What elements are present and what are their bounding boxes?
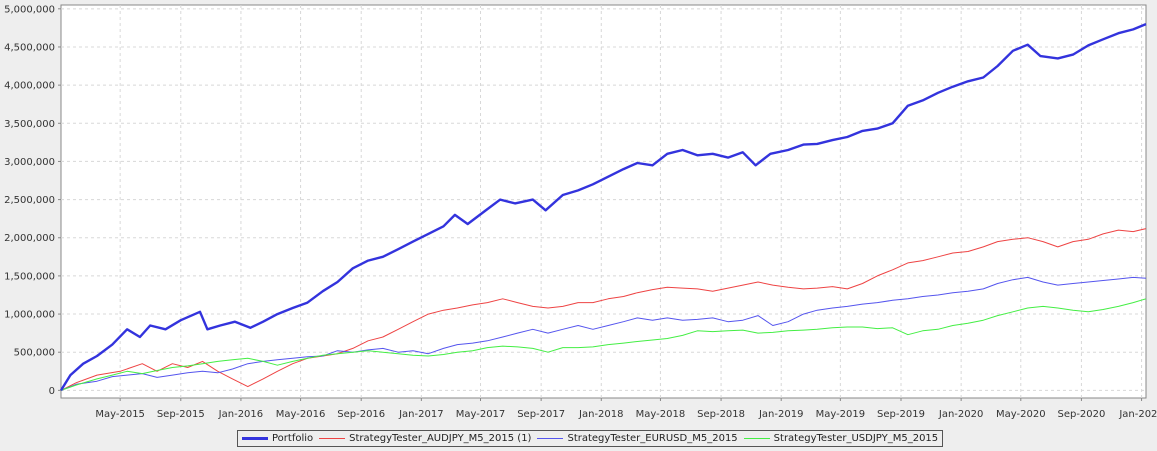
y-tick-label: 2,000,000 [4,233,55,244]
x-tick-label: Jan-2019 [758,409,803,420]
series-line-1 [60,228,1147,391]
y-tick-label: 5,000,000 [4,4,55,15]
x-tick-label: Sep-2017 [517,409,565,420]
gridlines [61,5,1146,398]
chart-legend: Portfolio StrategyTester_AUDJPY_M5_2015 (… [237,430,944,447]
legend-label: Portfolio [272,433,314,444]
legend-item: StrategyTester_USDJPY_M5_2015 [743,433,939,444]
y-tick-label: 4,500,000 [4,42,55,53]
x-tick-label: Sep-2018 [697,409,745,420]
x-tick-label: Sep-2015 [157,409,205,420]
x-tick-label: Jan-2016 [218,409,263,420]
y-tick-label: 3,000,000 [4,157,55,168]
x-tick-label: May-2018 [636,409,686,420]
y-tick-label: 1,500,000 [4,271,55,282]
legend-swatch [537,438,564,439]
x-tick-label: May-2020 [996,409,1046,420]
y-tick-label: 0 [49,386,55,397]
x-tick-label: Sep-2019 [877,409,925,420]
x-tick-label: Jan-2020 [938,409,983,420]
x-tick-label: May-2017 [456,409,506,420]
legend-label: StrategyTester_EURUSD_M5_2015 [567,433,738,444]
y-tick-label: 1,000,000 [4,310,55,321]
plot-area [60,4,1147,399]
y-tick-label: 500,000 [14,348,55,359]
legend-item: StrategyTester_AUDJPY_M5_2015 (1) [319,433,531,444]
y-tick-label: 3,500,000 [4,119,55,130]
x-axis: May-2015 Sep-2015 Jan-2016 May-2016 Sep-2016… [95,398,1157,420]
x-tick-label: May-2019 [816,409,866,420]
series-line-0 [59,22,1147,392]
legend-label: StrategyTester_AUDJPY_M5_2015 (1) [349,433,532,444]
x-tick-label: Sep-2016 [337,409,385,420]
legend-item: StrategyTester_EURUSD_M5_2015 [537,433,738,444]
x-tick-label: Jan-2021 [1118,409,1157,420]
x-tick-label: May-2016 [276,409,326,420]
series-line-2 [60,276,1147,391]
y-axis: 0 500,000 1,000,000 1,500,000 2,000,000 2,500… [4,4,61,397]
legend-item: Portfolio [242,433,313,444]
y-tick-label: 2,500,000 [4,195,55,206]
series-line-3 [60,298,1147,391]
legend-swatch [743,438,770,439]
legend-label: StrategyTester_USDJPY_M5_2015 [773,433,939,444]
y-tick-label: 4,000,000 [4,81,55,92]
legend-swatch [242,437,268,440]
x-tick-label: Jan-2017 [398,409,443,420]
x-tick-label: Sep-2020 [1057,409,1105,420]
legend-swatch [319,438,346,439]
series-lines [59,22,1147,392]
x-tick-label: Jan-2018 [578,409,623,420]
x-tick-label: May-2015 [95,409,145,420]
